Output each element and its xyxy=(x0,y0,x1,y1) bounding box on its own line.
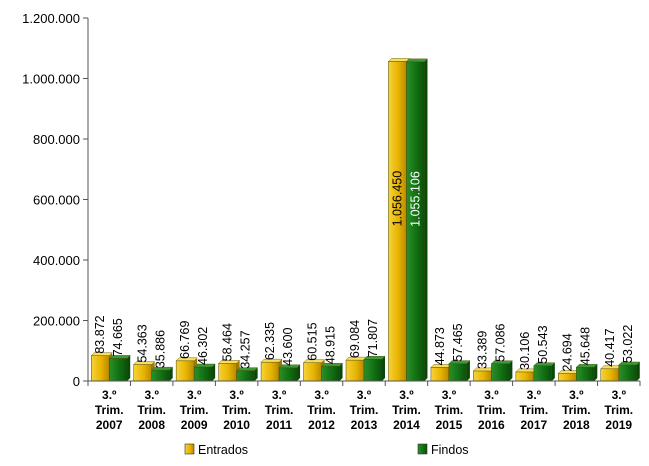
x-tick-label: 2015 xyxy=(436,418,463,432)
x-tick-label: Trim. xyxy=(137,403,166,417)
x-axis: 3.ºTrim.20073.ºTrim.20083.ºTrim.20093.ºT… xyxy=(87,380,641,432)
data-label: 34.257 xyxy=(239,330,253,368)
x-tick-label: Trim. xyxy=(222,403,251,417)
data-label: 69.084 xyxy=(348,320,362,358)
y-tick-label: 400.000 xyxy=(33,253,80,268)
data-label: 62.335 xyxy=(263,322,277,360)
x-tick-label: 3.º xyxy=(612,388,627,402)
data-label: 44.873 xyxy=(433,327,447,365)
legend: Entrados Findos xyxy=(184,443,469,457)
data-label: 1.055.106 xyxy=(408,171,422,227)
x-tick-label: 3.º xyxy=(272,388,287,402)
data-label: 50.543 xyxy=(536,325,550,363)
bar-findos xyxy=(108,355,131,382)
x-tick-label: 3.º xyxy=(569,388,584,402)
x-tick-label: 3.º xyxy=(399,388,414,402)
legend-swatch xyxy=(184,443,195,455)
legend-item-entrados: Entrados xyxy=(184,443,248,457)
y-tick-label: 800.000 xyxy=(33,132,80,147)
y-tick-label: 0 xyxy=(73,374,80,389)
data-label: 83.872 xyxy=(93,315,107,353)
y-tick-label: 1.000.000 xyxy=(22,72,80,87)
bar-findos xyxy=(405,58,428,382)
data-label: 40.417 xyxy=(603,328,617,366)
x-tick-label: 3.º xyxy=(357,388,372,402)
bar-entrados xyxy=(303,359,326,382)
y-axis: 0 200.000 400.000 600.000 800.000 1.000.000 1.… xyxy=(22,11,89,389)
data-label: 46.302 xyxy=(196,327,210,365)
data-label: 24.694 xyxy=(560,333,574,371)
data-label: 33.389 xyxy=(475,331,489,369)
x-tick-label: 3.º xyxy=(442,388,457,402)
x-tick-label: 3.º xyxy=(102,388,117,402)
bar-findos xyxy=(448,360,471,382)
x-tick-label: 2011 xyxy=(266,418,292,432)
data-label: 53.022 xyxy=(621,325,635,363)
bar-findos xyxy=(363,356,386,382)
bars xyxy=(90,58,641,382)
x-tick-label: Trim. xyxy=(265,403,294,417)
data-label: 35.886 xyxy=(154,330,168,368)
data-label: 60.515 xyxy=(306,322,320,360)
bar-findos xyxy=(618,361,641,382)
data-label: 1.056.450 xyxy=(390,171,404,227)
x-tick-label: Trim. xyxy=(520,403,549,417)
data-label: 54.363 xyxy=(136,324,150,362)
x-tick-label: 2019 xyxy=(605,418,632,432)
bar-findos xyxy=(278,364,301,382)
bar-findos xyxy=(321,363,344,382)
x-tick-label: Trim. xyxy=(604,403,633,417)
x-tick-label: 2017 xyxy=(520,418,547,432)
data-label: 45.648 xyxy=(578,327,592,365)
bar-findos xyxy=(533,362,556,382)
x-tick-label: 2007 xyxy=(96,418,123,432)
x-tick-label: Trim. xyxy=(392,403,421,417)
legend-item-findos: Findos xyxy=(417,443,469,457)
y-tick-label: 600.000 xyxy=(33,193,80,208)
x-tick-label: Trim. xyxy=(350,403,379,417)
data-label: 74.665 xyxy=(111,318,125,356)
legend-label: Entrados xyxy=(198,443,248,457)
x-tick-label: 2012 xyxy=(308,418,335,432)
bar-findos xyxy=(151,366,174,382)
x-tick-label: 3.º xyxy=(187,388,202,402)
data-label: 66.769 xyxy=(178,321,192,359)
data-label: 30.106 xyxy=(518,332,532,370)
x-tick-label: 2013 xyxy=(351,418,378,432)
x-tick-label: 3.º xyxy=(484,388,499,402)
data-label: 48.915 xyxy=(324,326,338,364)
bar-findos xyxy=(490,360,513,382)
legend-swatch xyxy=(417,443,428,455)
data-label: 43.600 xyxy=(281,328,295,366)
x-tick-label: 2010 xyxy=(223,418,250,432)
x-tick-label: 2009 xyxy=(181,418,208,432)
data-label: 57.465 xyxy=(451,323,465,361)
bar-findos xyxy=(236,367,259,382)
data-labels: 83.872 74.665 54.363 35.886 66.769 46.302 58.4… xyxy=(93,171,635,372)
x-tick-label: 3.º xyxy=(229,388,244,402)
y-tick-label: 200.000 xyxy=(33,314,80,329)
x-tick-label: Trim. xyxy=(435,403,464,417)
data-label: 71.807 xyxy=(366,319,380,357)
x-tick-label: Trim. xyxy=(95,403,124,417)
x-tick-label: Trim. xyxy=(307,403,336,417)
x-tick-label: 3.º xyxy=(314,388,329,402)
data-label: 58.464 xyxy=(221,323,235,361)
bar-findos xyxy=(575,363,598,382)
x-tick-label: Trim. xyxy=(180,403,209,417)
x-tick-label: 2018 xyxy=(563,418,590,432)
data-label: 57.086 xyxy=(493,323,507,361)
y-tick-label: 1.200.000 xyxy=(22,11,80,26)
x-tick-label: 3.º xyxy=(144,388,159,402)
x-tick-label: 2014 xyxy=(393,418,420,432)
x-tick-label: 2008 xyxy=(138,418,165,432)
x-tick-label: 3.º xyxy=(527,388,542,402)
bar-findos xyxy=(193,363,216,382)
x-tick-label: 2016 xyxy=(478,418,505,432)
x-tick-label: Trim. xyxy=(562,403,591,417)
x-tick-label: Trim. xyxy=(477,403,506,417)
legend-label: Findos xyxy=(431,443,469,457)
